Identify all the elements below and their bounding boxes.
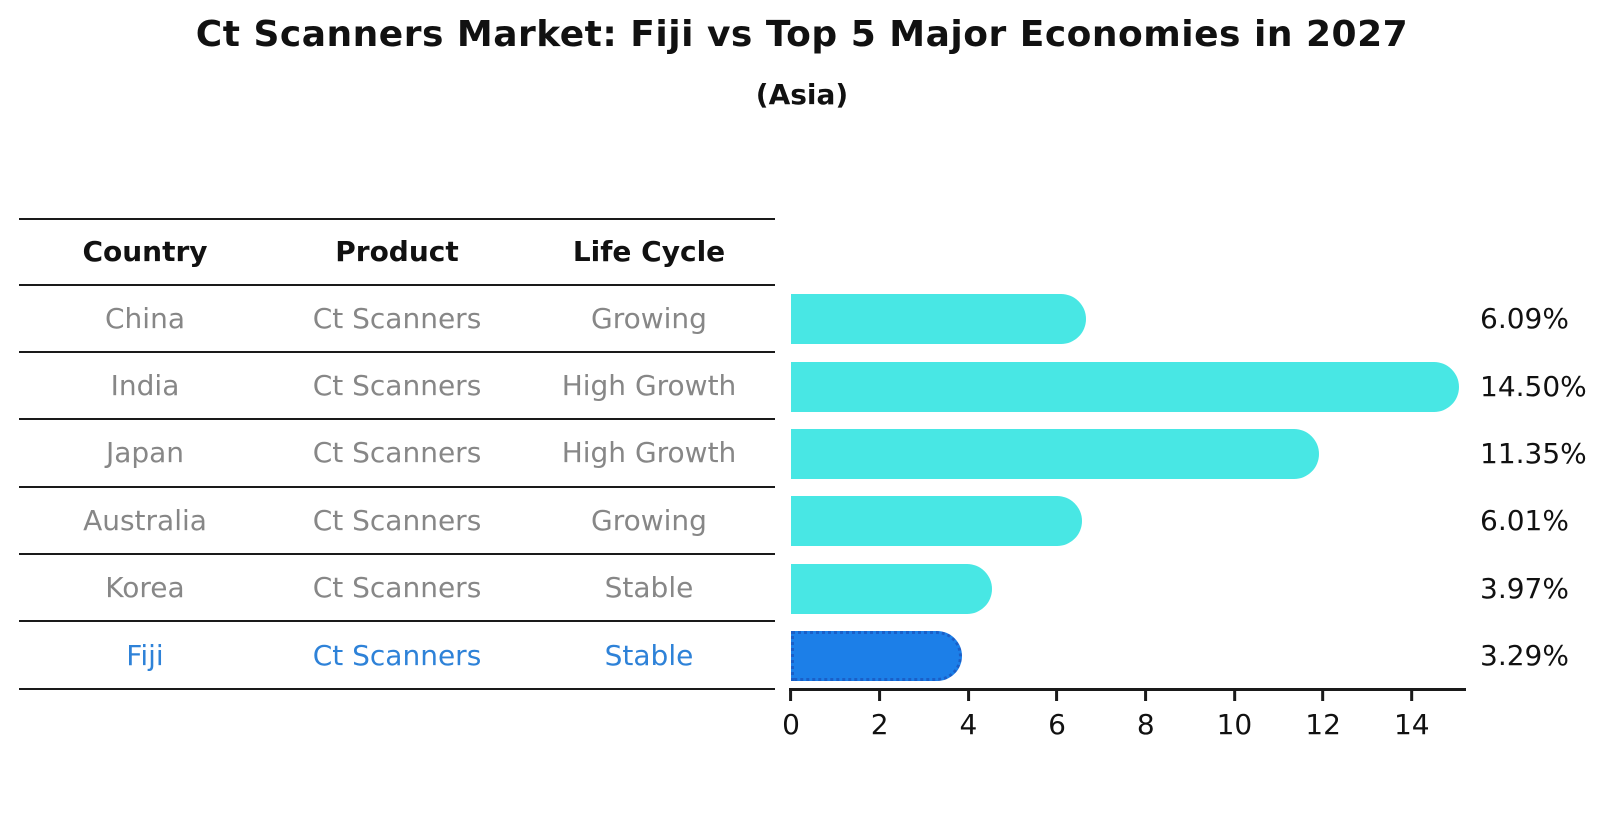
chart-title: Ct Scanners Market: Fiji vs Top 5 Major … (195, 14, 1409, 55)
bar-japan (791, 428, 1320, 479)
bar-row: 3.29% (791, 622, 1569, 689)
bar-india (791, 361, 1459, 412)
chart-subtitle: (Asia) (755, 78, 849, 111)
bar-row: 11.35% (791, 420, 1587, 487)
bar-china (791, 294, 1087, 345)
value-label: 3.97% (1480, 571, 1569, 605)
cell-lifecycle: High Growth (561, 369, 737, 403)
bar-chart-plot-area: 6.09% 14.50% 11.35% 6.01% 3.97% 3.29% (791, 286, 1587, 690)
x-tick-mark (966, 691, 970, 701)
bar-row: 3.97% (791, 555, 1569, 622)
cell-lifecycle: Stable (604, 638, 694, 672)
x-tick-mark (1410, 691, 1414, 701)
x-tick-label: 6 (1048, 708, 1066, 741)
value-label: 6.01% (1480, 504, 1569, 538)
table-row: China Ct Scanners Growing (19, 286, 775, 353)
cell-lifecycle: Stable (604, 571, 694, 605)
country-table: Country Product Life Cycle China Ct Scann… (19, 218, 775, 690)
table-header-product: Product (335, 235, 459, 269)
x-tick-label: 10 (1216, 708, 1253, 741)
table-row: Korea Ct Scanners Stable (19, 555, 775, 623)
value-label: 11.35% (1480, 436, 1587, 470)
table-row: Australia Ct Scanners Growing (19, 488, 775, 556)
x-tick-mark (878, 691, 882, 701)
table-row: India Ct Scanners High Growth (19, 353, 775, 421)
cell-product: Ct Scanners (312, 503, 482, 537)
bar-australia (791, 496, 1083, 547)
cell-country: Japan (105, 436, 185, 470)
bar-row: 6.09% (791, 286, 1569, 353)
cell-lifecycle: Growing (591, 503, 707, 537)
x-tick-label: 8 (1136, 708, 1155, 741)
table-row: Fiji Ct Scanners Stable (19, 622, 775, 690)
cell-country: Australia (83, 503, 207, 537)
x-tick-mark (1321, 691, 1325, 701)
bar-fiji (791, 631, 962, 682)
x-tick-mark (1232, 691, 1236, 701)
x-tick: 0 (782, 691, 800, 741)
table-body: China Ct Scanners Growing India Ct Scanners H… (19, 286, 775, 690)
cell-country: India (110, 369, 180, 403)
x-tick-label: 2 (870, 708, 889, 741)
x-tick-mark (1055, 691, 1059, 701)
bar-row: 6.01% (791, 488, 1569, 555)
cell-product: Ct Scanners (312, 571, 482, 605)
table-header-country: Country (82, 235, 208, 269)
x-tick: 6 (1048, 691, 1066, 741)
bar-row: 14.50% (791, 353, 1587, 420)
x-tick: 2 (871, 691, 889, 741)
cell-lifecycle: High Growth (561, 436, 737, 470)
cell-country: Fiji (126, 638, 164, 672)
x-tick-label: 4 (959, 708, 978, 741)
value-label: 6.09% (1480, 302, 1569, 336)
x-tick-mark (1144, 691, 1148, 701)
bar-korea (791, 563, 993, 614)
x-tick-label: 14 (1393, 708, 1430, 741)
x-axis-line (789, 688, 1466, 691)
x-tick: 10 (1216, 691, 1253, 741)
x-tick-label: 0 (782, 708, 800, 741)
cell-product: Ct Scanners (312, 301, 482, 335)
x-axis-ticks: 0 2 4 6 8 10 12 14 (782, 691, 1465, 751)
x-tick-mark (789, 691, 793, 701)
value-label: 3.29% (1480, 639, 1569, 673)
x-tick: 8 (1137, 691, 1155, 741)
cell-country: China (105, 301, 185, 335)
value-label: 14.50% (1480, 369, 1587, 403)
x-tick: 12 (1305, 691, 1341, 741)
cell-product: Ct Scanners (312, 436, 482, 470)
cell-product: Ct Scanners (312, 369, 482, 403)
cell-lifecycle: Growing (591, 301, 707, 335)
x-tick-label: 12 (1305, 708, 1341, 741)
cell-country: Korea (105, 571, 185, 605)
table-row: Japan Ct Scanners High Growth (19, 420, 775, 488)
x-tick: 14 (1394, 691, 1430, 741)
x-tick: 4 (959, 691, 977, 741)
table-header-row: Country Product Life Cycle (19, 218, 775, 286)
table-header-lifecycle: Life Cycle (572, 235, 726, 269)
cell-product: Ct Scanners (312, 638, 482, 672)
